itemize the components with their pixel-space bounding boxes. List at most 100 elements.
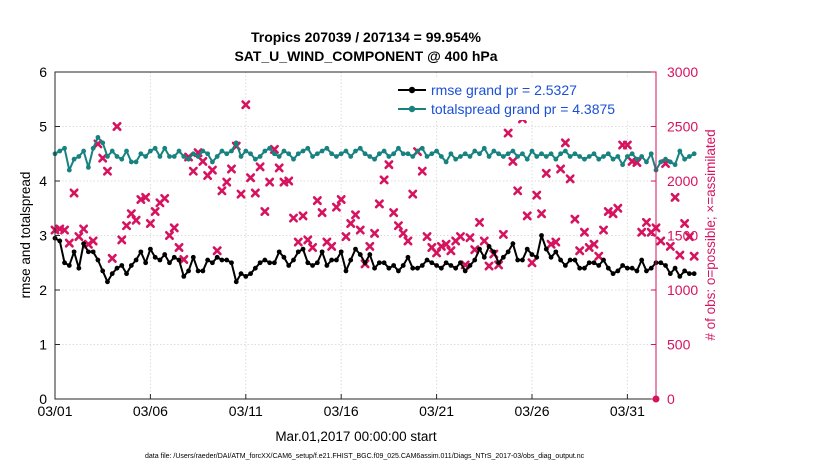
rmse-point: [190, 254, 196, 260]
obs-assimilated-marker: [532, 190, 542, 200]
totalspread-point: [57, 148, 63, 154]
totalspread-point: [329, 151, 335, 157]
rmse-point: [109, 271, 115, 277]
totalspread-point: [105, 154, 110, 159]
totalspread-point: [505, 151, 511, 157]
obs-x-stroke: [217, 186, 227, 196]
obs-assimilated-marker: [327, 241, 337, 251]
rmse-point: [481, 254, 487, 260]
obs-x-stroke: [532, 190, 542, 200]
rmse-point: [233, 279, 239, 285]
obs-x-stroke: [570, 214, 580, 224]
totalspread-point: [639, 154, 645, 159]
obs-assimilated-marker: [680, 219, 690, 229]
totalspread-point: [591, 151, 597, 157]
totalspread-point: [229, 148, 234, 154]
obs-assimilated-marker: [145, 219, 155, 229]
rmse-point: [520, 257, 525, 263]
y-left-tick-label: 3: [39, 228, 47, 244]
obs-x-stroke: [393, 221, 403, 231]
rmse-point: [171, 254, 177, 260]
rmse-point: [95, 257, 101, 263]
totalspread-point: [152, 145, 158, 151]
obs-assimilated-marker: [226, 164, 236, 174]
totalspread-point: [577, 154, 583, 159]
totalspread-point: [510, 148, 516, 154]
legend-spread-marker: [408, 105, 416, 113]
totalspread-point: [300, 148, 306, 154]
obs-assimilated-marker: [212, 246, 222, 256]
obs-assimilated-marker: [298, 211, 308, 221]
rmse-point: [181, 273, 187, 279]
obs-x-stroke: [174, 242, 184, 252]
rmse-point: [272, 260, 277, 266]
obs-x-stroke: [98, 153, 108, 163]
totalspread-point: [243, 148, 249, 154]
totalspread-point: [496, 151, 501, 157]
obs-assimilated-marker: [398, 228, 408, 238]
totalspread-point: [386, 154, 392, 159]
legend-box: [395, 78, 653, 120]
totalspread-point: [272, 151, 277, 157]
obs-x-stroke: [498, 229, 508, 239]
totalspread-point: [391, 151, 397, 157]
totalspread-point: [281, 148, 287, 154]
obs-assimilated-marker: [141, 192, 151, 202]
obs-x-stroke: [164, 231, 174, 240]
rmse-point: [338, 249, 344, 255]
obs-assimilated-marker: [393, 221, 403, 231]
obs-x-stroke: [79, 224, 89, 234]
totalspread-point: [434, 148, 439, 154]
obs-assimilated-marker: [88, 236, 98, 246]
rmse-point: [57, 238, 63, 244]
totalspread-point: [276, 154, 282, 159]
obs-x-stroke: [246, 173, 256, 183]
totalspread-point: [634, 156, 640, 162]
totalspread-point: [586, 154, 592, 159]
totalspread-point: [210, 159, 215, 165]
rmse-point: [276, 249, 282, 255]
obs-assimilated-marker: [317, 208, 327, 218]
rmse-point: [572, 257, 578, 263]
obs-assimilated-marker: [250, 188, 260, 198]
y-left-tick-label: 5: [39, 119, 47, 135]
obs-assimilated-marker: [274, 163, 284, 173]
y-right-tick-label: 0: [667, 391, 675, 407]
obs-assimilated-marker: [622, 140, 632, 150]
obs-assimilated-marker: [370, 228, 380, 238]
obs-assimilated-marker: [503, 128, 513, 138]
rmse-point: [128, 263, 134, 268]
totalspread-point: [458, 154, 463, 159]
y-left-tick-label: 1: [39, 337, 47, 353]
totalspread-point: [562, 148, 568, 154]
totalspread-point: [548, 151, 554, 157]
totalspread-point: [419, 145, 425, 151]
obs-x-stroke: [579, 227, 589, 237]
rmse-point: [157, 257, 163, 263]
obs-x-stroke: [141, 192, 151, 202]
obs-assimilated-marker: [241, 100, 251, 110]
rmse-point: [195, 268, 201, 274]
obs-x-stroke: [188, 166, 198, 176]
y-axis-label-right: # of obs: o=possible; ×=assimilated: [703, 129, 718, 340]
rmse-point: [114, 265, 120, 271]
totalspread-point: [658, 159, 664, 165]
rmse-point: [357, 252, 363, 257]
totalspread-point: [648, 151, 654, 157]
obs-assimilated-marker: [408, 189, 418, 199]
obs-x-stroke: [508, 156, 518, 166]
totalspread-point: [572, 151, 578, 157]
obs-x-stroke: [594, 251, 604, 261]
obs-x-stroke: [64, 238, 74, 248]
rmse-point: [510, 241, 516, 247]
totalspread-point: [372, 156, 377, 162]
obs-x-stroke: [503, 128, 513, 138]
totalspread-point: [348, 154, 354, 159]
totalspread-point: [596, 156, 602, 162]
rmse-point: [458, 260, 463, 266]
obs-assimilated-marker: [169, 223, 179, 233]
obs-x-stroke: [93, 139, 103, 149]
totalspread-point: [200, 148, 206, 154]
obs-assimilated-marker: [188, 166, 198, 176]
totalspread-point: [453, 156, 459, 162]
